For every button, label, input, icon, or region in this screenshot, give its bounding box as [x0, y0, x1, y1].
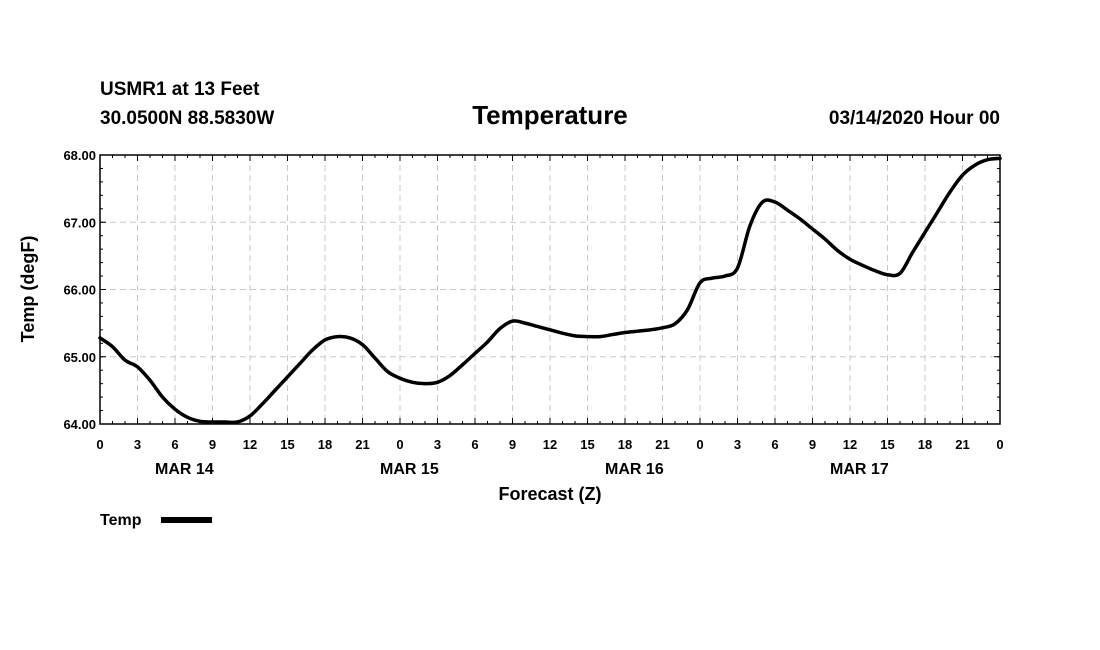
- x-tick-label: 21: [955, 437, 969, 452]
- x-tick-label: 21: [655, 437, 669, 452]
- x-tick-label: 6: [471, 437, 478, 452]
- x-tick-label: 15: [880, 437, 894, 452]
- x-tick-label: 15: [280, 437, 294, 452]
- y-tick-labels: 64.00 65.00 66.00 67.00 68.00: [63, 148, 96, 432]
- x-tick-label: 9: [209, 437, 216, 452]
- x-tick-label: 0: [396, 437, 403, 452]
- chart-title: Temperature: [472, 100, 628, 130]
- day-label: MAR 15: [380, 461, 439, 478]
- x-tick-label: 0: [996, 437, 1003, 452]
- x-tick-label: 0: [96, 437, 103, 452]
- day-labels: MAR 14 MAR 15 MAR 16 MAR 17: [155, 461, 889, 478]
- x-tick-label: 3: [434, 437, 441, 452]
- x-tick-label: 21: [355, 437, 369, 452]
- grid-lines: [100, 155, 1000, 424]
- datetime-label: 03/14/2020 Hour 00: [829, 108, 1000, 129]
- x-axis-title: Forecast (Z): [498, 484, 601, 504]
- y-tick-label: 64.00: [63, 417, 96, 432]
- x-tick-label: 3: [734, 437, 741, 452]
- station-label: USMR1 at 13 Feet: [100, 79, 260, 100]
- day-label: MAR 17: [830, 461, 889, 478]
- x-tick-label: 18: [318, 437, 332, 452]
- x-tick-label: 6: [171, 437, 178, 452]
- plot-frame: [99, 154, 1001, 425]
- y-axis-title: Temp (degF): [18, 236, 38, 343]
- x-tick-label: 9: [509, 437, 516, 452]
- series-group: [98, 156, 1002, 425]
- x-tick-label: 0: [696, 437, 703, 452]
- day-label: MAR 16: [605, 461, 664, 478]
- x-tick-labels: 0 3 6 9 12 15 18 21 0 3 6 9 12 15 18 21 0 3 6 9 12 15 18 21 0: [96, 437, 1003, 452]
- x-tick-label: 3: [134, 437, 141, 452]
- y-tick-label: 68.00: [63, 148, 96, 163]
- x-tick-label: 12: [843, 437, 857, 452]
- day-label: MAR 14: [155, 461, 214, 478]
- y-tick-label: 65.00: [63, 350, 96, 365]
- location-label: 30.0500N 88.5830W: [100, 108, 274, 129]
- x-tick-label: 12: [543, 437, 557, 452]
- y-tick-label: 67.00: [63, 215, 96, 230]
- x-tick-label: 18: [618, 437, 632, 452]
- legend-label: Temp: [100, 512, 142, 529]
- x-tick-label: 18: [918, 437, 932, 452]
- y-tick-label: 66.00: [63, 283, 96, 298]
- x-tick-label: 9: [809, 437, 816, 452]
- legend: Temp: [100, 512, 212, 529]
- x-tick-label: 12: [243, 437, 257, 452]
- x-tick-label: 6: [771, 437, 778, 452]
- series-line-temp: [98, 156, 1002, 425]
- x-tick-label: 15: [580, 437, 594, 452]
